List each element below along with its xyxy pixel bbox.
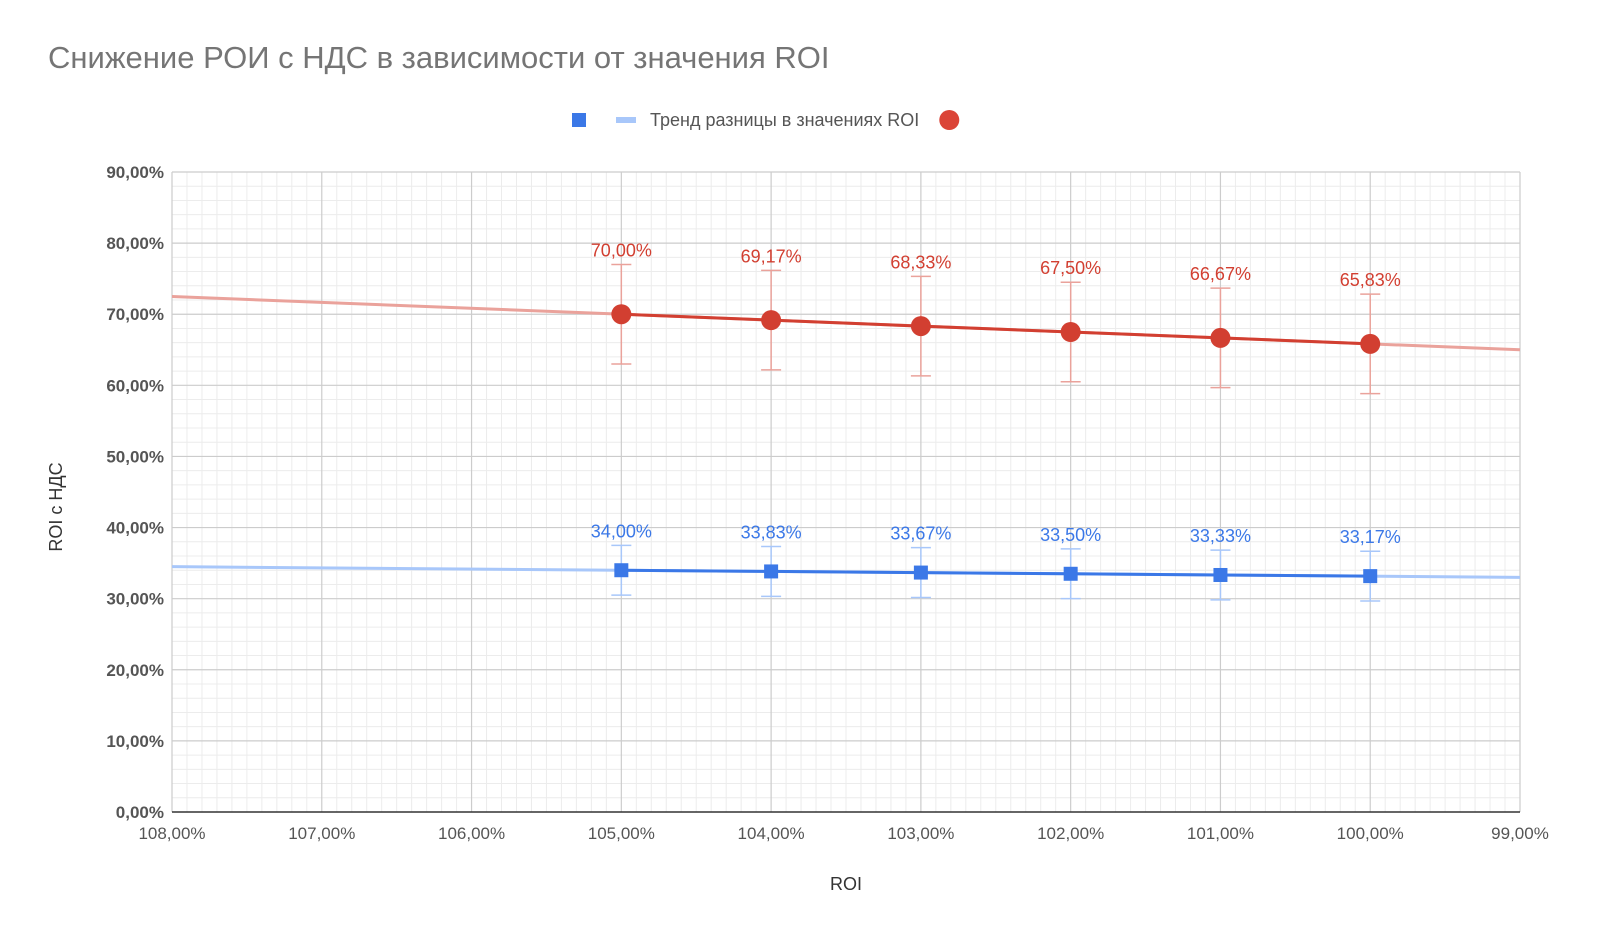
data-label: 69,17% — [741, 246, 802, 266]
data-label: 33,33% — [1190, 526, 1251, 546]
x-tick-label: 103,00% — [887, 824, 954, 843]
x-tick-label: 107,00% — [288, 824, 355, 843]
x-tick-label: 101,00% — [1187, 824, 1254, 843]
data-point-square — [1063, 566, 1078, 581]
y-tick-label: 80,00% — [106, 234, 164, 253]
y-tick-label: 60,00% — [106, 376, 164, 395]
data-point-circle — [1360, 333, 1381, 354]
y-tick-label: 30,00% — [106, 590, 164, 609]
data-point-square — [913, 565, 928, 580]
x-tick-label: 105,00% — [588, 824, 655, 843]
y-tick-label: 70,00% — [106, 305, 164, 324]
y-tick-label: 50,00% — [106, 447, 164, 466]
data-label: 33,50% — [1040, 525, 1101, 545]
chart-title: Снижение РОИ с НДС в зависимости от знач… — [48, 40, 830, 75]
data-label: 34,00% — [591, 521, 652, 541]
data-label: 67,50% — [1040, 258, 1101, 278]
y-tick-label: 40,00% — [106, 519, 164, 538]
data-point-square — [614, 563, 629, 578]
legend-circle-icon — [939, 110, 960, 130]
data-label: 70,00% — [591, 240, 652, 260]
x-tick-label: 104,00% — [738, 824, 805, 843]
data-label: 33,17% — [1340, 527, 1401, 547]
data-point-circle — [1060, 322, 1081, 342]
x-tick-label: 106,00% — [438, 824, 505, 843]
x-axis-title: ROI — [830, 874, 862, 894]
series-line — [621, 312, 1371, 346]
data-label: 33,67% — [890, 524, 951, 544]
data-point-circle — [910, 316, 931, 337]
y-axis-title: ROI с НДС — [46, 462, 66, 551]
legend-square-icon — [572, 113, 586, 127]
data-label: 65,83% — [1340, 270, 1401, 290]
y-tick-label: 10,00% — [106, 732, 164, 751]
data-label: 33,83% — [741, 523, 802, 543]
data-label: 68,33% — [890, 252, 951, 272]
x-tick-label: 108,00% — [138, 824, 205, 843]
data-point-circle — [761, 310, 782, 331]
data-point-square — [764, 564, 779, 579]
data-point-square — [1213, 567, 1228, 582]
legend-label: Тренд разницы в значениях ROI — [650, 110, 919, 130]
x-tick-label: 99,00% — [1491, 824, 1549, 843]
x-tick-label: 100,00% — [1337, 824, 1404, 843]
data-label: 66,67% — [1190, 264, 1251, 284]
series-line — [621, 568, 1371, 578]
data-point-square — [1363, 569, 1378, 584]
x-tick-label: 102,00% — [1037, 824, 1104, 843]
y-tick-label: 0,00% — [116, 803, 164, 822]
y-tick-label: 20,00% — [106, 661, 164, 680]
legend-line-icon — [616, 117, 636, 123]
y-tick-label: 90,00% — [106, 163, 164, 182]
data-point-circle — [1210, 327, 1231, 348]
data-point-circle — [611, 304, 632, 325]
